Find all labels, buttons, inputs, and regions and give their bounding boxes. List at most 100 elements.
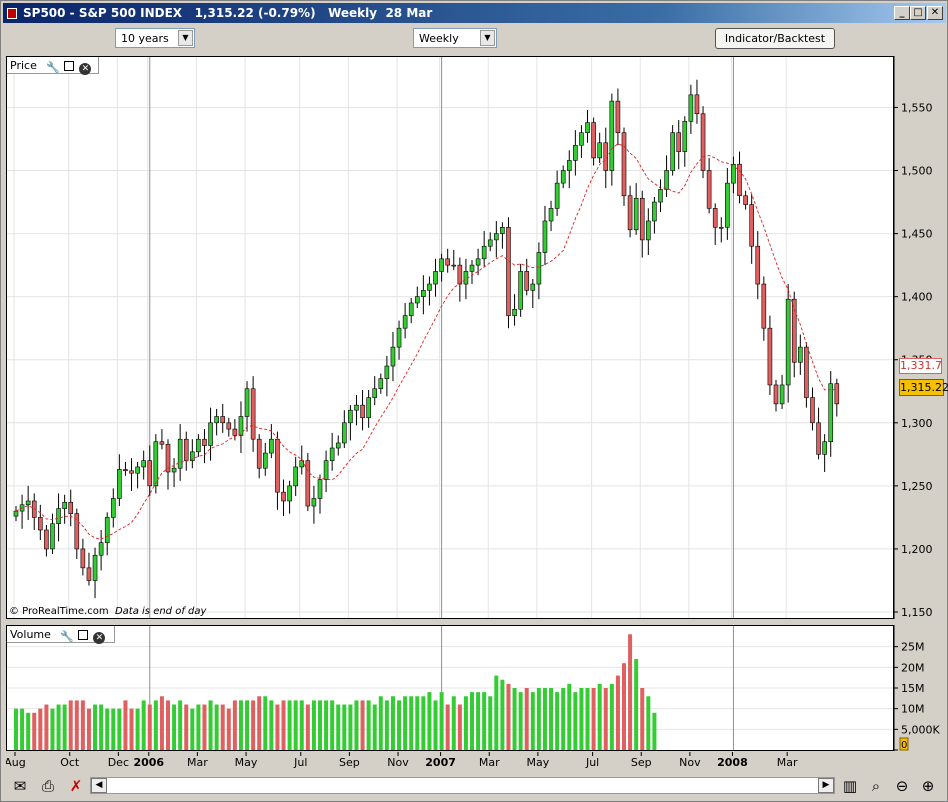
y-tick-label: 1,150 (901, 606, 933, 619)
candle (226, 422, 232, 430)
volume-bar (622, 663, 626, 750)
volume-bar (269, 700, 274, 750)
volume-bar (415, 696, 420, 750)
candle (542, 220, 548, 253)
x-tick-label: Nov (387, 756, 409, 769)
y-tick-label: 10M (901, 703, 925, 716)
close-icon[interactable]: ✕ (93, 632, 106, 644)
window-icon[interactable] (78, 630, 89, 640)
price-panel: Price 🔧 ✕ © ProRealTime.com Data is end o… (6, 56, 894, 619)
interval-select[interactable]: Weekly ▼ (413, 28, 497, 48)
volume-bar (628, 634, 633, 750)
mail-icon[interactable]: ✉ (13, 777, 27, 795)
volume-bar (354, 700, 359, 750)
volume-bar (597, 683, 602, 750)
candle (323, 460, 329, 480)
volume-bar (530, 692, 535, 750)
title-bar[interactable]: SP500 - S&P 500 INDEX 1,315.22 (-0.79%) … (3, 3, 946, 23)
volume-chart[interactable] (7, 626, 893, 750)
volume-bar (245, 700, 250, 750)
volume-bar (372, 704, 377, 750)
volume-bar (542, 688, 547, 750)
chart-scrollbar[interactable]: ◀ ▶ (90, 777, 835, 794)
candle (123, 469, 128, 472)
volume-bar (500, 679, 505, 750)
candle (597, 142, 602, 159)
candle (670, 132, 675, 171)
candle (372, 388, 378, 398)
volume-panel: Volume 🔧 ✕ (6, 625, 894, 751)
x-tick-label: Nov (679, 756, 701, 769)
candle (633, 197, 639, 231)
chevron-down-icon[interactable]: ▼ (480, 30, 495, 46)
volume-bar (184, 704, 189, 750)
status-bar: ✉ ⎙ ✗ ◀ ▶ ▥ ⌕ ⊖ ⊕ (3, 772, 946, 800)
volume-bar (50, 708, 55, 750)
candle (512, 308, 517, 316)
candle (676, 132, 682, 152)
restore-button[interactable]: □ (910, 6, 926, 20)
volume-bar (74, 700, 79, 750)
indicator-backtest-button[interactable]: Indicator/Backtest (715, 28, 835, 49)
candle (299, 460, 305, 468)
volume-bar (80, 700, 85, 750)
volume-bar (506, 683, 511, 750)
candle (38, 517, 43, 531)
volume-bar (153, 700, 158, 750)
print-icon[interactable]: ⎙ (41, 777, 54, 795)
close-icon[interactable]: ✕ (79, 63, 92, 75)
window-icon[interactable] (64, 61, 75, 71)
candle (755, 245, 761, 285)
candle (609, 100, 615, 171)
volume-bar (117, 708, 122, 750)
date-x-axis: Aug Oct Dec 2006 Mar May Jul Sep Nov 2007 Mar May Ju… (6, 752, 798, 769)
x-tick-label: 2006 (133, 756, 164, 769)
volume-bar (311, 700, 316, 750)
close-button[interactable]: ✕ (927, 6, 943, 20)
volume-bar (451, 696, 456, 750)
candle (147, 460, 153, 487)
zoom-out-icon[interactable]: ⊖ (895, 777, 909, 795)
scroll-right-icon[interactable]: ▶ (818, 778, 834, 793)
volume-bar (488, 696, 493, 750)
x-tick-label: Aug (6, 756, 26, 769)
chevron-down-icon[interactable]: ▼ (178, 30, 193, 46)
volume-bar (390, 696, 395, 750)
volume-bar (99, 704, 104, 750)
candle (427, 283, 432, 291)
zoom-area-icon[interactable]: ⌕ (871, 777, 881, 795)
volume-bar (129, 708, 134, 750)
volume-panel-label: Volume (10, 628, 51, 641)
candle (573, 144, 578, 161)
x-tick-label: Oct (60, 756, 80, 769)
candle (269, 438, 274, 454)
volume-bar (44, 704, 49, 750)
volume-bar (62, 704, 67, 750)
wrench-icon[interactable]: 🔧 (60, 630, 75, 643)
candle (439, 258, 444, 272)
candle (816, 422, 821, 455)
volume-bar (166, 700, 170, 750)
wrench-icon[interactable]: 🔧 (46, 61, 61, 74)
volume-bar (336, 704, 341, 750)
volume-bar (208, 700, 213, 750)
scroll-left-icon[interactable]: ◀ (91, 778, 107, 793)
candle (536, 252, 542, 285)
watermark: © ProRealTime.com Data is end of day (9, 606, 206, 617)
disconnect-icon[interactable]: ✗ (69, 777, 83, 795)
app-icon (7, 8, 17, 19)
chart-type-icon[interactable]: ▥ (842, 777, 858, 795)
candle (457, 264, 463, 285)
volume-bar (494, 675, 499, 750)
price-chart[interactable] (7, 57, 893, 618)
volume-bar (579, 688, 584, 750)
candle (506, 226, 511, 316)
candle (785, 298, 791, 386)
volume-bar (403, 696, 408, 750)
candle (554, 182, 560, 209)
minimize-button[interactable]: _ (894, 6, 910, 20)
volume-bar (573, 692, 578, 750)
zoom-in-icon[interactable]: ⊕ (921, 777, 935, 795)
period-select[interactable]: 10 years ▼ (115, 28, 195, 48)
